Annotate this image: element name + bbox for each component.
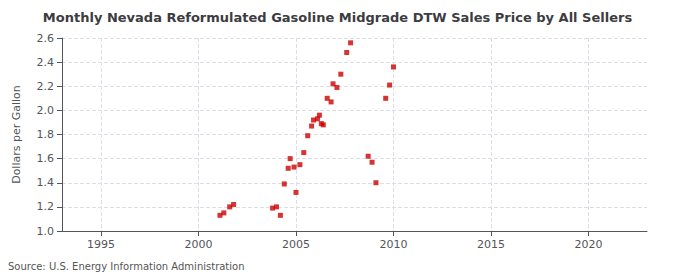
svg-text:1995: 1995 bbox=[87, 238, 115, 251]
svg-text:2015: 2015 bbox=[477, 238, 505, 251]
svg-text:2020: 2020 bbox=[575, 238, 603, 251]
svg-text:2000: 2000 bbox=[185, 238, 213, 251]
svg-text:1.2: 1.2 bbox=[37, 200, 55, 213]
svg-text:Dollars per Gallon: Dollars per Gallon bbox=[10, 85, 23, 184]
svg-text:2005: 2005 bbox=[282, 238, 310, 251]
svg-text:Monthly Nevada Reformulated Ga: Monthly Nevada Reformulated Gasoline Mid… bbox=[43, 10, 633, 25]
svg-text:1.8: 1.8 bbox=[37, 128, 55, 141]
svg-text:2.4: 2.4 bbox=[37, 56, 55, 69]
svg-text:2.0: 2.0 bbox=[37, 104, 55, 117]
svg-text:2.6: 2.6 bbox=[37, 32, 55, 45]
svg-text:2010: 2010 bbox=[380, 238, 408, 251]
svg-text:1.0: 1.0 bbox=[37, 225, 55, 238]
svg-text:1.4: 1.4 bbox=[37, 176, 55, 189]
svg-text:1.6: 1.6 bbox=[37, 152, 55, 165]
svg-text:2.2: 2.2 bbox=[37, 80, 55, 93]
svg-text:Source: U.S. Energy Informatio: Source: U.S. Energy Information Administ… bbox=[8, 261, 245, 272]
